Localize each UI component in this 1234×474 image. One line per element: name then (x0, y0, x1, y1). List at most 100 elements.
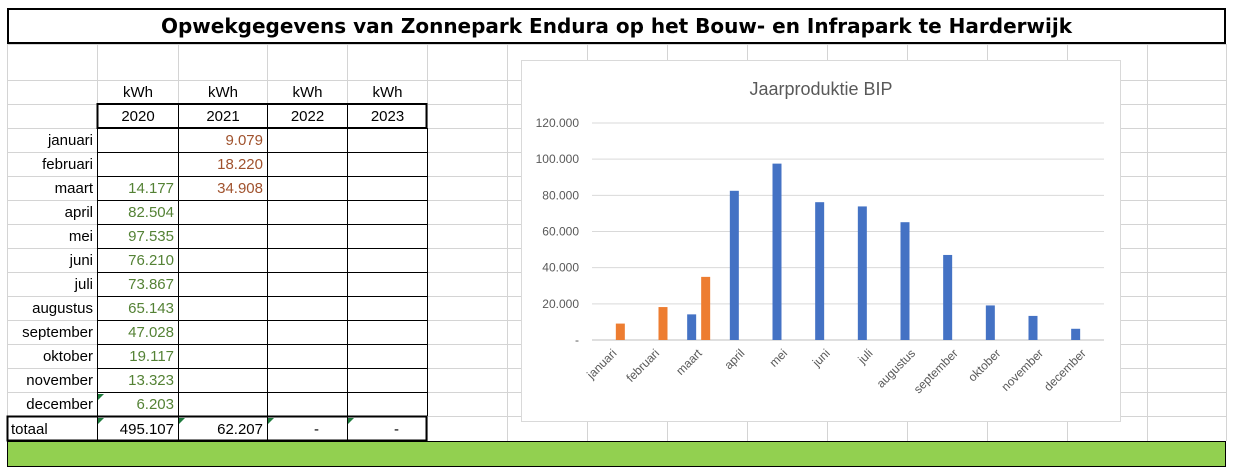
value-cell[interactable] (348, 297, 427, 320)
bar-series-blue[interactable] (985, 305, 995, 340)
value-cell[interactable] (268, 393, 347, 416)
value-cell[interactable] (268, 369, 347, 392)
unit-label-cell[interactable]: kWh (372, 84, 403, 101)
value-cell[interactable] (179, 369, 267, 392)
total-value-cell[interactable]: 62.207 (217, 421, 263, 438)
year-header-cell[interactable]: 2021 (206, 108, 240, 125)
error-indicator-icon (98, 418, 104, 424)
x-tick-label: juli (854, 346, 875, 367)
bar-series-blue[interactable] (857, 206, 867, 340)
value-cell[interactable]: 18.220 (217, 156, 263, 173)
month-label-cell[interactable]: augustus (32, 300, 93, 317)
month-label-cell[interactable]: september (22, 324, 93, 341)
value-cell[interactable] (179, 297, 267, 320)
year-header-cell[interactable]: 2022 (290, 108, 325, 125)
bar-series-blue[interactable] (687, 314, 697, 340)
bar-series-blue[interactable] (900, 222, 910, 340)
value-cell[interactable]: 14.177 (128, 180, 174, 197)
y-tick-label: 40.000 (542, 261, 579, 275)
value-cell[interactable] (348, 321, 427, 344)
bar-series-blue[interactable] (772, 163, 782, 340)
bar-series-blue[interactable] (1071, 328, 1081, 340)
value-cell[interactable]: 6.203 (136, 396, 174, 413)
value-cell[interactable] (179, 201, 267, 224)
month-label-cell[interactable]: maart (54, 180, 93, 197)
year-header-cell[interactable]: 2020 (121, 108, 155, 125)
month-label-cell[interactable]: juni (69, 252, 93, 269)
month-label-cell[interactable]: april (64, 204, 93, 221)
month-label-cell[interactable]: december (26, 396, 93, 413)
value-cell[interactable]: 9.079 (225, 132, 263, 149)
bar-series-blue[interactable] (815, 202, 825, 340)
x-tick-label: december (1041, 346, 1089, 394)
value-cell[interactable] (98, 129, 178, 152)
value-cell[interactable]: 34.908 (217, 180, 263, 197)
value-cell[interactable] (348, 393, 427, 416)
unit-label-cell[interactable]: kWh (292, 84, 323, 101)
value-cell[interactable] (348, 369, 427, 392)
sheet-title-cell[interactable]: Opwekgegevens van Zonnepark Endura op he… (7, 8, 1226, 44)
value-cell[interactable] (348, 129, 427, 152)
value-cell[interactable] (268, 297, 347, 320)
bar-series-blue[interactable] (1028, 315, 1038, 340)
value-cell[interactable] (179, 273, 267, 296)
bar-series-orange[interactable] (701, 276, 711, 340)
y-tick-label: 60.000 (542, 225, 579, 239)
chart-area[interactable]: Jaarproduktie BIP - 20.000 40.000 60.000 80.0… (521, 60, 1121, 422)
value-cell[interactable]: 73.867 (128, 276, 174, 293)
x-tick-label: maart (673, 346, 705, 378)
value-cell[interactable] (348, 345, 427, 368)
value-cell[interactable] (348, 273, 427, 296)
value-cell[interactable] (348, 249, 427, 272)
value-cell[interactable] (268, 273, 347, 296)
month-label-cell[interactable]: januari (47, 132, 93, 149)
value-cell[interactable]: 76.210 (128, 252, 174, 269)
value-cell[interactable] (179, 393, 267, 416)
year-header-cell[interactable]: 2023 (370, 108, 405, 125)
value-cell[interactable] (268, 345, 347, 368)
value-cell[interactable]: 13.323 (128, 372, 174, 389)
value-cell[interactable] (268, 249, 347, 272)
value-cell[interactable]: 82.504 (128, 204, 174, 221)
value-cell[interactable] (179, 321, 267, 344)
unit-label-cell[interactable]: kWh (123, 84, 153, 101)
value-cell[interactable] (268, 129, 347, 152)
value-cell[interactable] (348, 153, 427, 176)
error-indicator-icon (268, 418, 274, 424)
value-cell[interactable] (348, 225, 427, 248)
value-cell[interactable] (179, 249, 267, 272)
total-value-cell[interactable]: - (394, 421, 399, 438)
month-label-cell[interactable]: juli (74, 276, 93, 293)
total-value-cell[interactable]: - (314, 421, 319, 438)
y-tick-label: - (575, 333, 579, 347)
value-cell[interactable]: 19.117 (129, 348, 174, 365)
bar-series-blue[interactable] (943, 254, 953, 340)
value-cell[interactable] (348, 201, 427, 224)
value-cell[interactable] (179, 345, 267, 368)
unit-label-cell[interactable]: kWh (208, 84, 238, 101)
month-label-cell[interactable]: februari (42, 156, 93, 173)
value-cell[interactable] (348, 177, 427, 200)
value-cell[interactable] (268, 321, 347, 344)
total-value-cell[interactable]: 495.107 (119, 421, 174, 438)
value-cell[interactable]: 97.535 (128, 228, 174, 245)
value-cell[interactable] (98, 153, 178, 176)
total-label-cell[interactable]: totaal (11, 421, 48, 438)
error-indicator-icon (98, 394, 104, 400)
x-tick-label: januari (583, 346, 619, 382)
month-label-cell[interactable]: november (26, 372, 93, 389)
bar-series-blue[interactable] (729, 190, 739, 340)
value-cell[interactable]: 65.143 (128, 300, 174, 317)
bar-series-orange[interactable] (658, 307, 668, 340)
y-tick-label: 80.000 (542, 188, 579, 202)
value-cell[interactable] (268, 201, 347, 224)
green-footer-bar[interactable] (7, 441, 1226, 467)
month-label-cell[interactable]: mei (68, 228, 93, 245)
value-cell[interactable] (179, 225, 267, 248)
value-cell[interactable] (268, 225, 347, 248)
month-label-cell[interactable]: oktober (42, 348, 93, 365)
value-cell[interactable] (268, 177, 347, 200)
bar-series-orange[interactable] (615, 323, 625, 340)
value-cell[interactable] (268, 153, 347, 176)
value-cell[interactable]: 47.028 (128, 324, 174, 341)
